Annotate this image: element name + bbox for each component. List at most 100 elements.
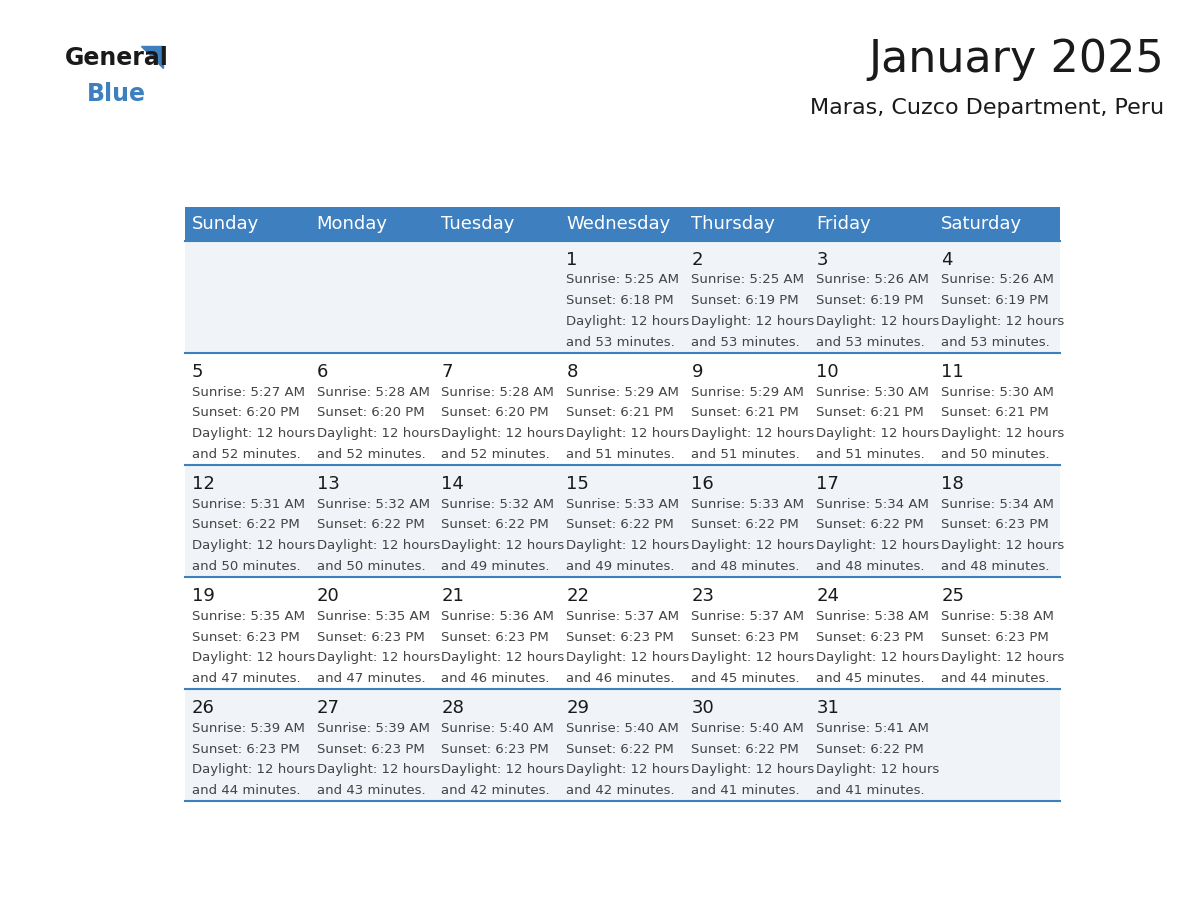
Text: Daylight: 12 hours: Daylight: 12 hours [691, 764, 815, 777]
Text: Sunset: 6:22 PM: Sunset: 6:22 PM [442, 519, 549, 532]
Text: Sunset: 6:20 PM: Sunset: 6:20 PM [191, 407, 299, 420]
Text: Sunset: 6:23 PM: Sunset: 6:23 PM [941, 519, 1049, 532]
Text: Sunrise: 5:37 AM: Sunrise: 5:37 AM [567, 610, 680, 622]
FancyBboxPatch shape [185, 689, 1060, 801]
Text: and 44 minutes.: and 44 minutes. [941, 672, 1050, 685]
Text: Sunset: 6:23 PM: Sunset: 6:23 PM [191, 743, 299, 756]
Text: 27: 27 [316, 700, 340, 717]
Text: 24: 24 [816, 588, 840, 605]
Text: Sunrise: 5:30 AM: Sunrise: 5:30 AM [816, 386, 929, 398]
FancyBboxPatch shape [685, 207, 810, 241]
Text: Daylight: 12 hours: Daylight: 12 hours [191, 764, 315, 777]
Text: Daylight: 12 hours: Daylight: 12 hours [442, 651, 564, 665]
FancyBboxPatch shape [185, 465, 1060, 577]
Text: Wednesday: Wednesday [567, 215, 671, 233]
Text: Daylight: 12 hours: Daylight: 12 hours [567, 315, 690, 328]
Text: Daylight: 12 hours: Daylight: 12 hours [191, 427, 315, 440]
Text: Sunset: 6:21 PM: Sunset: 6:21 PM [941, 407, 1049, 420]
Text: 17: 17 [816, 476, 839, 493]
Text: Blue: Blue [87, 82, 146, 106]
Text: 15: 15 [567, 476, 589, 493]
Text: Sunset: 6:19 PM: Sunset: 6:19 PM [816, 294, 924, 308]
Text: Friday: Friday [816, 215, 871, 233]
Text: and 42 minutes.: and 42 minutes. [567, 784, 675, 797]
Text: and 50 minutes.: and 50 minutes. [941, 448, 1050, 461]
Text: and 52 minutes.: and 52 minutes. [191, 448, 301, 461]
FancyBboxPatch shape [435, 207, 561, 241]
Text: and 52 minutes.: and 52 minutes. [442, 448, 550, 461]
Text: and 53 minutes.: and 53 minutes. [941, 336, 1050, 349]
Text: Sunset: 6:23 PM: Sunset: 6:23 PM [567, 631, 674, 644]
Text: and 48 minutes.: and 48 minutes. [941, 560, 1050, 573]
Text: Sunrise: 5:36 AM: Sunrise: 5:36 AM [442, 610, 555, 622]
Text: 2: 2 [691, 251, 703, 269]
Text: Sunrise: 5:26 AM: Sunrise: 5:26 AM [941, 274, 1054, 286]
Text: and 51 minutes.: and 51 minutes. [691, 448, 801, 461]
Text: Daylight: 12 hours: Daylight: 12 hours [442, 539, 564, 552]
Text: Sunrise: 5:38 AM: Sunrise: 5:38 AM [816, 610, 929, 622]
Text: Sunset: 6:21 PM: Sunset: 6:21 PM [691, 407, 800, 420]
Text: and 50 minutes.: and 50 minutes. [316, 560, 425, 573]
Text: Daylight: 12 hours: Daylight: 12 hours [442, 764, 564, 777]
Text: Daylight: 12 hours: Daylight: 12 hours [567, 539, 690, 552]
Text: and 53 minutes.: and 53 minutes. [691, 336, 801, 349]
Text: Daylight: 12 hours: Daylight: 12 hours [691, 427, 815, 440]
Text: and 45 minutes.: and 45 minutes. [691, 672, 800, 685]
Text: and 51 minutes.: and 51 minutes. [816, 448, 925, 461]
Text: Tuesday: Tuesday [442, 215, 514, 233]
Text: Sunset: 6:23 PM: Sunset: 6:23 PM [691, 631, 800, 644]
Text: and 45 minutes.: and 45 minutes. [816, 672, 925, 685]
Text: 1: 1 [567, 251, 577, 269]
Text: Sunrise: 5:38 AM: Sunrise: 5:38 AM [941, 610, 1054, 622]
Text: Sunset: 6:20 PM: Sunset: 6:20 PM [442, 407, 549, 420]
Text: 22: 22 [567, 588, 589, 605]
Text: Daylight: 12 hours: Daylight: 12 hours [691, 539, 815, 552]
Text: Sunset: 6:23 PM: Sunset: 6:23 PM [816, 631, 924, 644]
Text: Sunrise: 5:28 AM: Sunrise: 5:28 AM [442, 386, 555, 398]
FancyBboxPatch shape [935, 207, 1060, 241]
Text: 23: 23 [691, 588, 714, 605]
Text: Sunrise: 5:40 AM: Sunrise: 5:40 AM [567, 722, 680, 735]
Text: Daylight: 12 hours: Daylight: 12 hours [941, 427, 1064, 440]
Text: 18: 18 [941, 476, 963, 493]
Text: Maras, Cuzco Department, Peru: Maras, Cuzco Department, Peru [810, 98, 1164, 118]
Text: and 44 minutes.: and 44 minutes. [191, 784, 301, 797]
Text: Sunset: 6:18 PM: Sunset: 6:18 PM [567, 294, 674, 308]
Text: Daylight: 12 hours: Daylight: 12 hours [941, 651, 1064, 665]
Text: 4: 4 [941, 251, 953, 269]
Text: Sunrise: 5:29 AM: Sunrise: 5:29 AM [567, 386, 680, 398]
Text: Daylight: 12 hours: Daylight: 12 hours [691, 315, 815, 328]
Text: Daylight: 12 hours: Daylight: 12 hours [567, 651, 690, 665]
Text: Sunset: 6:23 PM: Sunset: 6:23 PM [316, 631, 424, 644]
Text: Sunset: 6:23 PM: Sunset: 6:23 PM [442, 743, 549, 756]
Text: 7: 7 [442, 363, 453, 381]
Text: Daylight: 12 hours: Daylight: 12 hours [567, 427, 690, 440]
Text: Sunrise: 5:28 AM: Sunrise: 5:28 AM [316, 386, 429, 398]
Text: 30: 30 [691, 700, 714, 717]
Text: Sunrise: 5:39 AM: Sunrise: 5:39 AM [316, 722, 429, 735]
Text: Sunrise: 5:35 AM: Sunrise: 5:35 AM [316, 610, 430, 622]
Text: 3: 3 [816, 251, 828, 269]
Text: and 50 minutes.: and 50 minutes. [191, 560, 301, 573]
Text: Sunset: 6:22 PM: Sunset: 6:22 PM [691, 743, 800, 756]
Text: Saturday: Saturday [941, 215, 1023, 233]
Text: 10: 10 [816, 363, 839, 381]
Text: and 41 minutes.: and 41 minutes. [691, 784, 800, 797]
Text: and 52 minutes.: and 52 minutes. [316, 448, 425, 461]
Text: Sunrise: 5:34 AM: Sunrise: 5:34 AM [941, 498, 1054, 510]
Text: Daylight: 12 hours: Daylight: 12 hours [316, 539, 440, 552]
Text: Daylight: 12 hours: Daylight: 12 hours [816, 427, 940, 440]
Text: Sunset: 6:23 PM: Sunset: 6:23 PM [941, 631, 1049, 644]
Text: Sunrise: 5:41 AM: Sunrise: 5:41 AM [816, 722, 929, 735]
Text: Daylight: 12 hours: Daylight: 12 hours [567, 764, 690, 777]
Text: Sunrise: 5:34 AM: Sunrise: 5:34 AM [816, 498, 929, 510]
Text: Sunset: 6:21 PM: Sunset: 6:21 PM [567, 407, 674, 420]
Text: Sunrise: 5:25 AM: Sunrise: 5:25 AM [567, 274, 680, 286]
FancyBboxPatch shape [185, 353, 1060, 465]
Text: 29: 29 [567, 700, 589, 717]
Text: Sunrise: 5:35 AM: Sunrise: 5:35 AM [191, 610, 304, 622]
Text: 6: 6 [316, 363, 328, 381]
Text: Sunrise: 5:29 AM: Sunrise: 5:29 AM [691, 386, 804, 398]
Text: Daylight: 12 hours: Daylight: 12 hours [316, 651, 440, 665]
FancyBboxPatch shape [561, 207, 685, 241]
